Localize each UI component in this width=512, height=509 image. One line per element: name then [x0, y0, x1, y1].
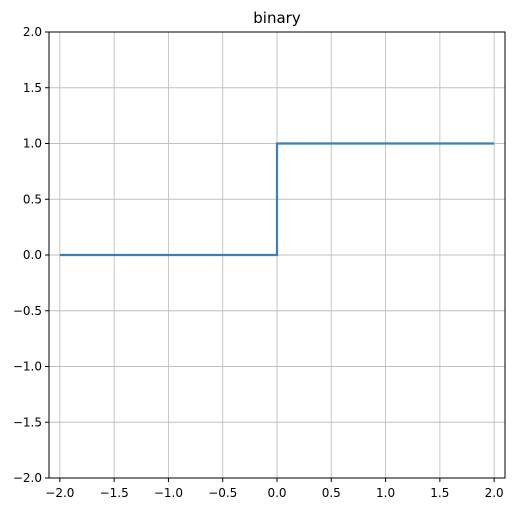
y-tick-label: 0.0 [23, 248, 42, 262]
y-tick-label: −1.0 [13, 360, 42, 374]
x-tick-label: 0.5 [322, 486, 341, 500]
x-tick-label: 1.5 [430, 486, 449, 500]
x-tick-label: 2.0 [485, 486, 504, 500]
y-tick-label: −2.0 [13, 471, 42, 485]
y-axis-ticks: −2.0 −1.5 −1.0 −0.5 0.0 0.5 1.0 1.5 2.0 [13, 25, 49, 485]
plot-series [59, 142, 495, 257]
chart-title: binary [253, 9, 301, 27]
y-tick-label: 2.0 [23, 25, 42, 39]
x-tick-label: −1.0 [154, 486, 183, 500]
series-line [59, 142, 495, 257]
x-tick-label: −2.0 [45, 486, 74, 500]
y-tick-label: 1.5 [23, 81, 42, 95]
x-axis-ticks: −2.0 −1.5 −1.0 −0.5 0.0 0.5 1.0 1.5 2.0 [45, 478, 504, 500]
y-tick-label: −0.5 [13, 304, 42, 318]
x-tick-label: −0.5 [208, 486, 237, 500]
y-tick-label: −1.5 [13, 415, 42, 429]
y-tick-label: 1.0 [23, 137, 42, 151]
x-tick-label: 1.0 [376, 486, 395, 500]
x-tick-label: −1.5 [100, 486, 129, 500]
x-tick-label: 0.0 [267, 486, 286, 500]
y-tick-label: 0.5 [23, 192, 42, 206]
